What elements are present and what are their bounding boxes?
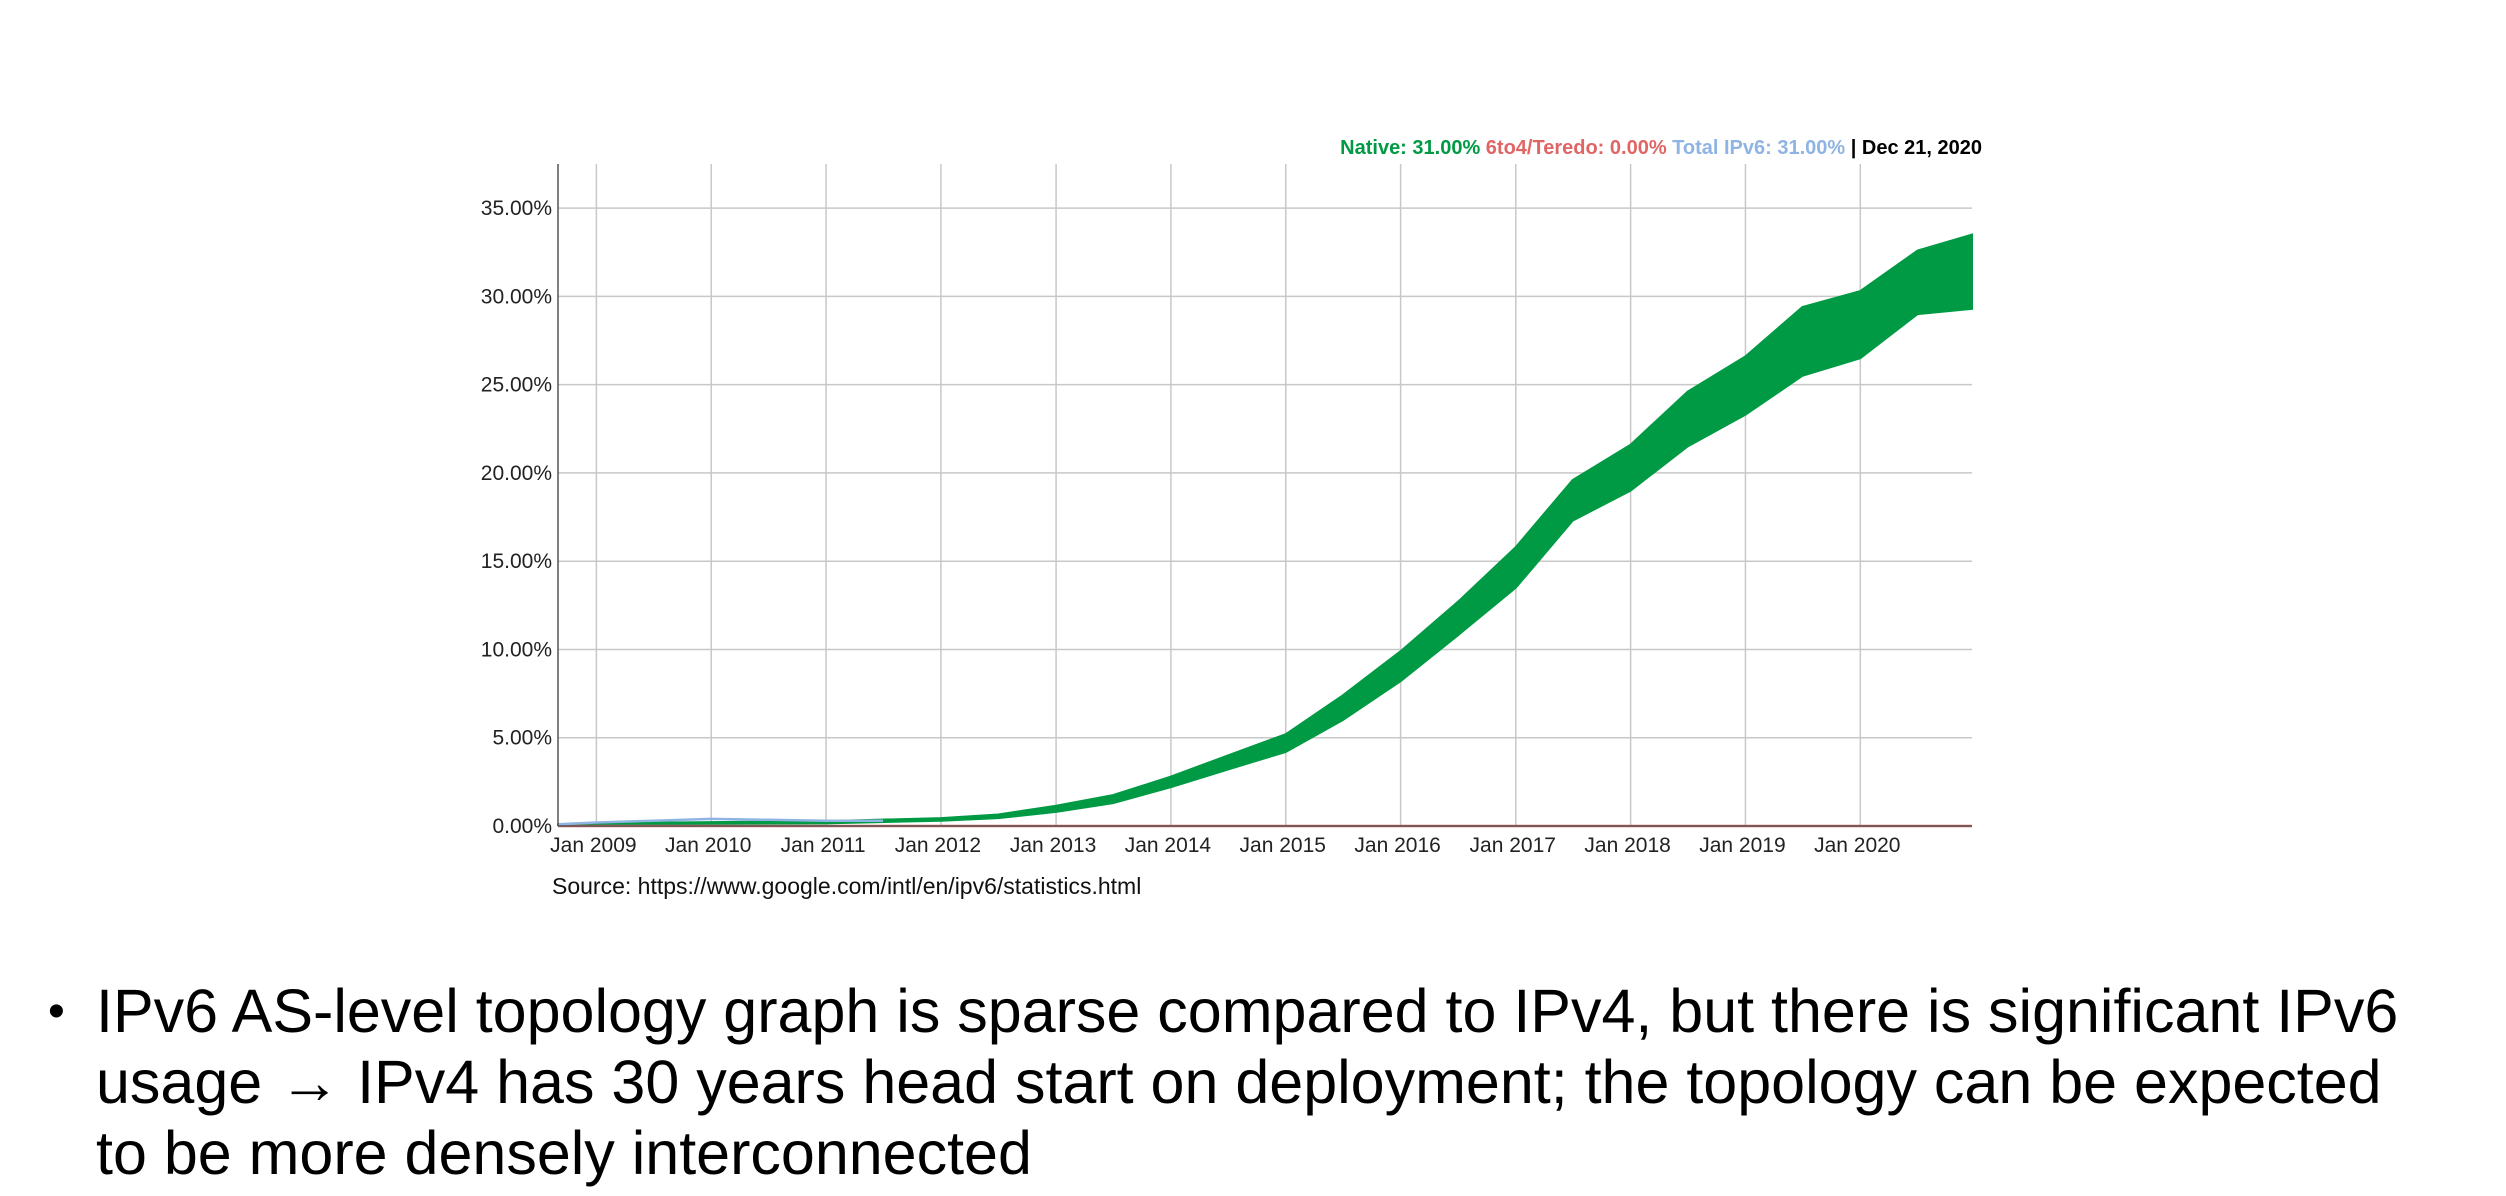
- bullet-line: IPv6 AS-level topology graph is sparse c…: [96, 977, 2399, 1045]
- series-total-ipv6-line: [557, 817, 883, 826]
- bullet-list: • IPv6 AS-level topology graph is sparse…: [48, 976, 2488, 1189]
- x-tick-label: Jan 2015: [1240, 834, 1326, 857]
- y-tick-labels: 0.00% 5.00% 10.00% 15.00% 20.00% 25.00% 30.00%…: [481, 197, 552, 838]
- bullet-text: IPv6 AS-level topology graph is sparse c…: [96, 976, 2488, 1189]
- x-tick-label: Jan 2017: [1470, 834, 1556, 857]
- series-native-band: [557, 233, 1973, 827]
- x-tick-label: Jan 2016: [1354, 834, 1440, 857]
- x-tick-labels: Jan 2009 Jan 2010 Jan 2011 Jan 2012 Jan 2013…: [550, 834, 1900, 857]
- y-tick-label: 10.00%: [481, 638, 552, 661]
- x-tick-label: Jan 2019: [1699, 834, 1785, 857]
- y-tick-label: 25.00%: [481, 374, 552, 397]
- legend-date: | Dec 21, 2020: [1851, 137, 1982, 159]
- grid-lines: [558, 164, 1972, 827]
- x-tick-label: Jan 2011: [781, 834, 866, 857]
- x-tick-label: Jan 2020: [1814, 834, 1900, 857]
- bullet-icon: •: [48, 985, 65, 1038]
- legend-entry-total-ipv6: Total IPv6: 31.00%: [1672, 137, 1851, 159]
- x-tick-label: Jan 2014: [1125, 834, 1212, 857]
- x-tick-label: Jan 2013: [1010, 834, 1096, 857]
- x-tick-label: Jan 2009: [550, 834, 636, 857]
- y-tick-label: 20.00%: [481, 462, 552, 485]
- chart-source: Source: https://www.google.com/intl/en/i…: [552, 873, 1141, 899]
- legend-entry-6to4-teredo: 6to4/Teredo: 0.00%: [1486, 137, 1672, 159]
- y-tick-label: 5.00%: [492, 727, 552, 750]
- y-tick-label: 15.00%: [481, 550, 552, 573]
- y-tick-label: 30.00%: [481, 285, 552, 308]
- y-tick-label: 0.00%: [492, 815, 552, 838]
- legend-entry-native: Native: 31.00%: [1340, 137, 1486, 159]
- y-tick-label: 35.00%: [481, 197, 552, 220]
- bullet-line: usage → IPv4 has 30 years head start on …: [96, 1048, 2382, 1116]
- bullet-line: to be more densely interconnected: [96, 1119, 1032, 1187]
- x-tick-label: Jan 2018: [1584, 834, 1670, 857]
- chart-legend: Native: 31.00% 6to4/Teredo: 0.00% Total …: [1340, 137, 1982, 159]
- x-tick-label: Jan 2012: [895, 834, 981, 857]
- axes: [557, 164, 1972, 827]
- x-tick-label: Jan 2010: [665, 834, 751, 857]
